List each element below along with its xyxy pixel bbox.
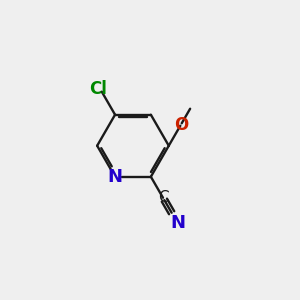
Text: Cl: Cl [89, 80, 107, 98]
Text: N: N [108, 168, 123, 186]
Text: N: N [170, 214, 185, 232]
Text: C: C [158, 190, 168, 205]
Text: O: O [174, 116, 189, 134]
